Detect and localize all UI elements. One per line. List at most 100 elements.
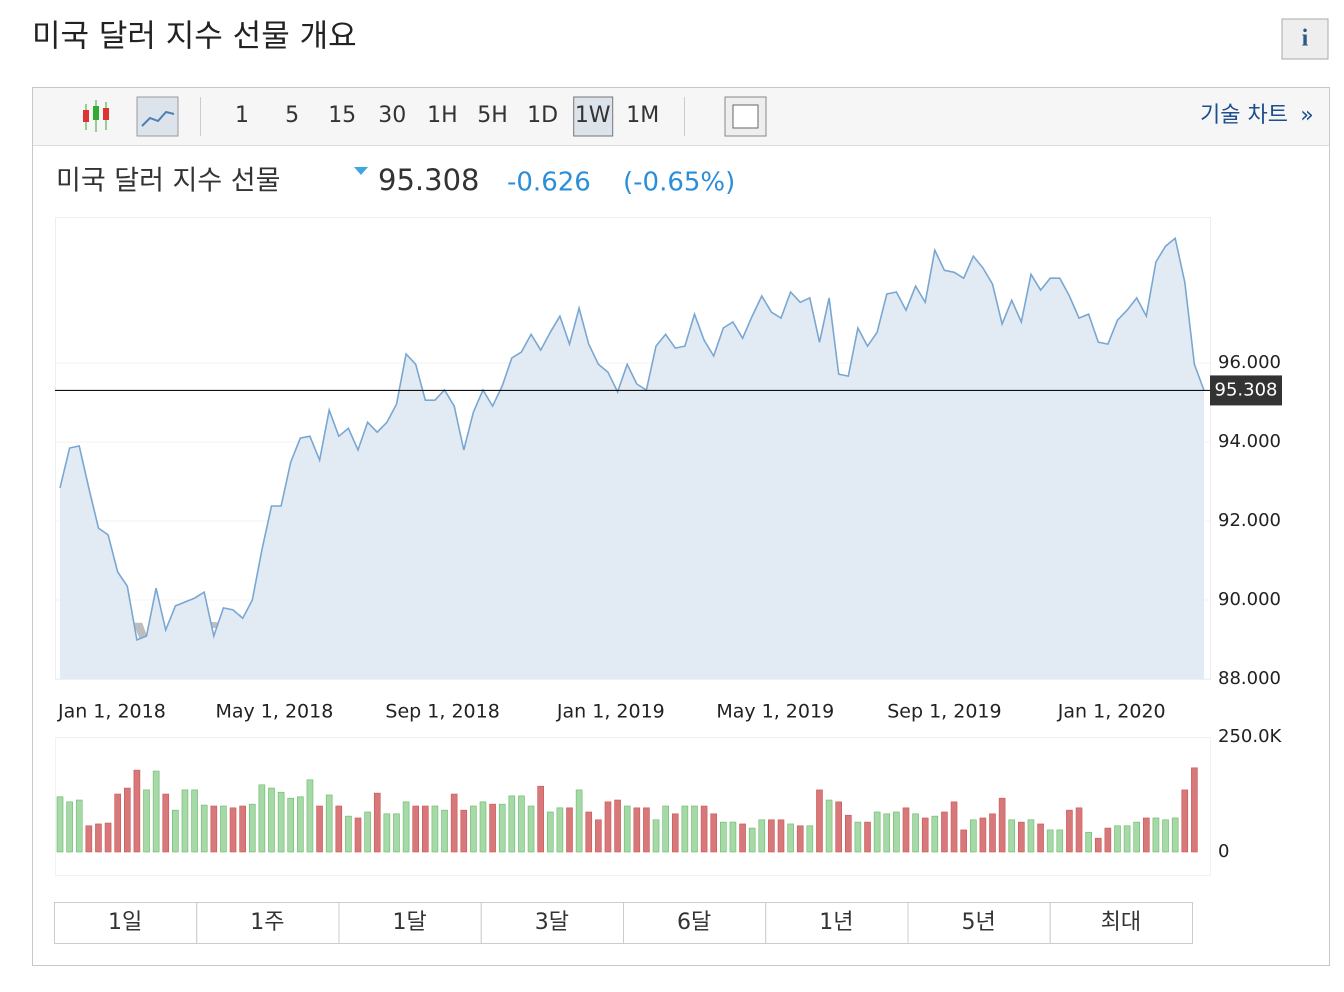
- y-tick-label: 90.000: [1218, 589, 1281, 610]
- volume-bar: [854, 821, 862, 853]
- volume-bar: [354, 817, 362, 853]
- quote-change: -0.626: [507, 168, 591, 198]
- volume-bar: [277, 791, 285, 853]
- volume-bar: [748, 827, 756, 853]
- volume-bar: [989, 813, 996, 853]
- last-value-box: [1210, 375, 1282, 406]
- range-label: 5년: [962, 910, 996, 935]
- volume-bar: [825, 799, 833, 853]
- volume-bar: [66, 801, 73, 853]
- tech-chart-link[interactable]: 기술 차트: [1200, 103, 1288, 128]
- interval-button[interactable]: 1W: [575, 103, 611, 128]
- volume-bar: [1075, 807, 1083, 853]
- volume-bar: [393, 813, 400, 853]
- range-button[interactable]: [338, 902, 482, 944]
- volume-bar: [921, 817, 929, 853]
- range-button[interactable]: [765, 902, 909, 944]
- interval-button[interactable]: 30: [378, 103, 406, 128]
- range-button[interactable]: [196, 902, 340, 944]
- volume-bar: [1027, 819, 1035, 853]
- volume-bar: [768, 819, 775, 853]
- volume-bar: [652, 819, 660, 853]
- volume-bar: [979, 817, 987, 853]
- interval-button[interactable]: 1D: [527, 103, 558, 128]
- line-icon[interactable]: [136, 96, 179, 137]
- line-icon-glyph: [141, 110, 175, 127]
- volume-bar: [104, 822, 112, 853]
- area: [60, 238, 1204, 680]
- info-icon: i: [1302, 26, 1309, 52]
- volume-bar: [162, 793, 170, 853]
- volume-bar: [537, 785, 544, 853]
- volume-bar: [114, 793, 121, 853]
- candle-icon[interactable]: [83, 100, 109, 132]
- volume-bar: [239, 805, 246, 853]
- volume-bar: [623, 805, 631, 853]
- volume-bar: [258, 784, 266, 853]
- volume-bar: [479, 801, 487, 853]
- volume-bar: [1162, 819, 1169, 853]
- volume-bar: [777, 819, 785, 853]
- last-value-label: 95.308: [1215, 379, 1278, 400]
- volume-bar: [152, 770, 160, 853]
- volume-bar: [595, 819, 602, 853]
- volume-bar: [1104, 827, 1112, 853]
- volume-bar: [873, 811, 881, 853]
- volume-bar: [335, 805, 343, 853]
- volume-bar: [181, 789, 189, 853]
- volume-bar: [883, 813, 891, 853]
- x-tick-label: Jan 1, 2019: [556, 701, 665, 723]
- quote-name: 미국 달러 지수 선물: [56, 166, 280, 197]
- interval-button[interactable]: 15: [328, 103, 356, 128]
- volume-bar: [729, 821, 737, 853]
- volume-bar: [556, 807, 564, 853]
- x-tick-label: Sep 1, 2019: [887, 701, 1001, 723]
- volume-bar: [306, 779, 314, 853]
- interval-button[interactable]: 1: [235, 103, 249, 128]
- volume-bar: [489, 803, 496, 853]
- volume-bar: [56, 796, 64, 853]
- interval-button[interactable]: 5H: [477, 103, 508, 128]
- volume-bar: [229, 807, 237, 853]
- range-label: 6달: [677, 910, 711, 935]
- y-tick-label: 88.000: [1218, 668, 1281, 689]
- volume-bar: [710, 813, 718, 853]
- volume-bar: [902, 807, 910, 853]
- volume-bar: [960, 829, 967, 853]
- volume-bar: [1008, 819, 1016, 853]
- interval-button[interactable]: 1H: [427, 103, 458, 128]
- volume-bar: [546, 811, 554, 853]
- volume-bar: [643, 807, 650, 853]
- range-button[interactable]: [907, 902, 1051, 944]
- x-tick-label: May 1, 2018: [215, 701, 333, 723]
- volume-bar: [460, 809, 468, 853]
- range-label: 1달: [393, 910, 427, 935]
- volume-bar: [248, 803, 256, 853]
- volume-bar: [604, 801, 612, 853]
- interval-button[interactable]: 5: [285, 103, 299, 128]
- volume-bar: [739, 823, 746, 853]
- range-button[interactable]: [480, 902, 624, 944]
- x-tick-label: Sep 1, 2018: [385, 701, 499, 723]
- volume-bar: [796, 825, 804, 853]
- volume-bar: [1152, 817, 1160, 853]
- range-button[interactable]: [54, 902, 198, 944]
- volume-bar: [585, 811, 593, 853]
- volume-bar: [210, 805, 218, 853]
- volume-bar: [1143, 817, 1150, 853]
- interval-active: [573, 96, 614, 137]
- range-button[interactable]: [623, 902, 767, 944]
- volume-bar: [931, 815, 939, 853]
- volume-bar: [412, 805, 419, 853]
- volume-bar: [864, 821, 871, 853]
- range-button[interactable]: [1049, 902, 1193, 944]
- volume-bar: [806, 825, 814, 853]
- price-line: [59, 236, 1205, 642]
- interval-button[interactable]: 1M: [626, 103, 659, 128]
- volume-bar: [633, 807, 641, 853]
- volume-frame: [55, 737, 1211, 876]
- volume-tick-label: 0: [1218, 841, 1229, 862]
- y-tick-label: 92.000: [1218, 510, 1281, 531]
- info-button[interactable]: [1281, 18, 1329, 60]
